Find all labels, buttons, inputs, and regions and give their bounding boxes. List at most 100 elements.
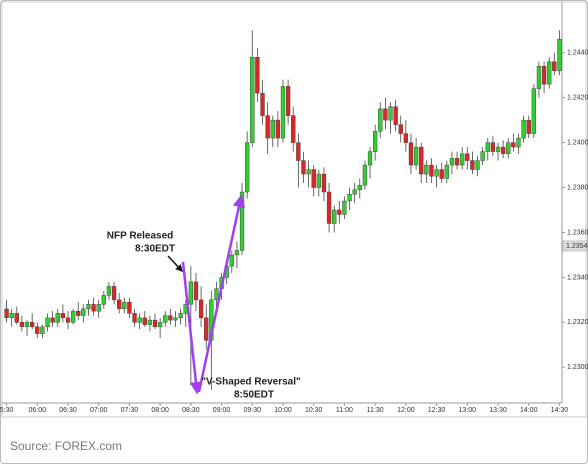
candle-body	[255, 56, 260, 94]
plot-frame	[1, 1, 587, 418]
x-tick-label: 08:30	[182, 407, 200, 414]
candle-body	[470, 160, 475, 170]
candle-body	[86, 304, 91, 310]
candle-body	[362, 164, 368, 186]
candle-body	[480, 151, 485, 161]
candle-body	[106, 286, 112, 296]
candle-body	[465, 153, 470, 161]
x-tick-label: 06:30	[59, 407, 77, 414]
y-tick-label: 1.2380	[567, 184, 588, 191]
candle-body	[552, 61, 557, 71]
candle-body	[500, 146, 506, 155]
candle-body	[198, 299, 204, 319]
x-tick-label: 09:30	[244, 407, 262, 414]
y-tick-label: 1.2440	[567, 50, 588, 57]
candle-body	[127, 301, 132, 314]
candle-body	[91, 304, 96, 312]
candle-body	[439, 169, 444, 179]
candle-body	[65, 317, 71, 323]
x-tick-label: 5:30	[0, 407, 13, 414]
candle-body	[316, 173, 321, 188]
x-tick-label: 08:00	[151, 407, 169, 414]
x-tick-label: 09:00	[213, 407, 231, 414]
candle-body	[413, 146, 419, 166]
candle-body	[285, 86, 291, 116]
x-tick-label: 12:30	[428, 407, 446, 414]
candle-body	[188, 281, 193, 305]
candle-body	[526, 119, 531, 134]
candle-body	[449, 158, 455, 166]
candle-body	[163, 315, 168, 323]
candle-body	[332, 209, 337, 224]
candle-body	[45, 317, 50, 328]
candle-body	[214, 288, 219, 301]
candle-body	[485, 142, 490, 152]
candle-body	[60, 313, 66, 319]
candle-body	[444, 164, 449, 179]
candle-body	[250, 56, 255, 143]
candle-body	[70, 310, 76, 323]
candle-body	[239, 191, 245, 251]
candle-body	[347, 194, 352, 202]
arrow	[197, 194, 246, 393]
candle-body	[357, 185, 362, 190]
candle-body	[429, 164, 434, 177]
annotation: 8:30EDT	[135, 244, 175, 255]
candle-body	[260, 92, 265, 116]
candle-body	[152, 319, 158, 328]
candle-body	[408, 142, 414, 166]
candle-body	[157, 322, 163, 328]
candle-body	[326, 191, 332, 224]
candle-body	[55, 313, 60, 323]
candle-body	[234, 250, 240, 256]
y-tick-label: 1.2400	[567, 139, 588, 146]
candle-body	[291, 115, 296, 143]
candle-body	[19, 322, 25, 328]
candle-body	[24, 322, 30, 328]
y-tick-label: 1.2420	[567, 94, 588, 101]
candle-body	[76, 310, 81, 316]
candle-body	[111, 286, 117, 301]
candle-body	[373, 131, 378, 152]
x-tick-label: 14:30	[551, 407, 569, 414]
y-tick-label: 1.2300	[567, 364, 588, 371]
candle-body	[147, 319, 153, 325]
candle-body	[142, 317, 147, 325]
candle-body	[388, 106, 393, 121]
x-tick-label: 10:30	[305, 407, 323, 414]
candle-body	[117, 299, 122, 310]
candle-body	[265, 115, 270, 139]
candle-body	[490, 142, 496, 152]
candle-body	[137, 317, 142, 323]
x-tick-label: 13:30	[489, 407, 507, 414]
x-tick-label: 07:30	[121, 407, 139, 414]
candle-body	[393, 106, 398, 125]
candle-body	[475, 160, 480, 170]
candle-body	[30, 322, 35, 328]
candle-body	[547, 61, 552, 85]
candle-body	[516, 137, 521, 148]
candle-body	[50, 317, 55, 323]
annotation: "V-Shaped Reversal"	[201, 377, 301, 388]
candle-body	[275, 119, 281, 139]
x-tick-label: 11:00	[336, 407, 353, 414]
plot-area	[4, 30, 562, 390]
candle-body	[403, 133, 409, 143]
candle-body	[454, 158, 460, 166]
candle-body	[460, 153, 465, 166]
candle-body	[122, 301, 127, 310]
candle-body	[424, 164, 429, 175]
x-tick-label: 11:30	[367, 407, 384, 414]
candle-body	[301, 160, 306, 175]
candle-body	[531, 88, 536, 134]
arrow	[167, 255, 184, 273]
x-tick-label: 10:00	[274, 407, 292, 414]
candle-body	[557, 39, 562, 71]
candle-body	[173, 317, 178, 321]
candle-body	[352, 189, 357, 195]
candle-body	[178, 313, 183, 319]
candle-body	[367, 151, 373, 166]
x-tick-label: 06:00	[29, 407, 47, 414]
price-marker-label: 1.2354	[566, 243, 588, 250]
